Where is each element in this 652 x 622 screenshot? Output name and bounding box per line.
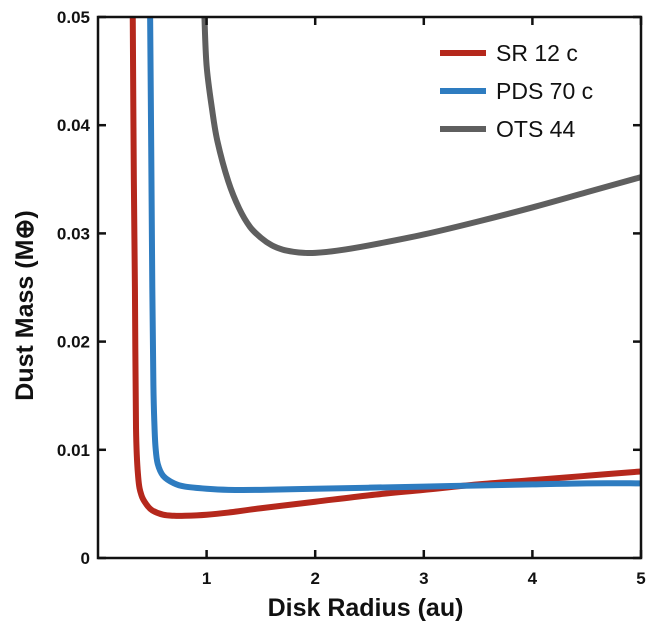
x-tick-label: 3: [419, 569, 428, 588]
y-tick-label: 0.05: [57, 8, 90, 27]
x-tick-label: 1: [202, 569, 211, 588]
legend: SR 12 c PDS 70 c OTS 44: [440, 40, 593, 142]
y-tick-label: 0.01: [57, 441, 90, 460]
series-line-3: [201, 17, 641, 257]
axis-ticks: 1 2 3 4 5 0 0.01 0.02 0.03 0.04 0.05: [57, 8, 646, 588]
y-axis-title: Dust Mass (M⊕): [11, 210, 39, 400]
x-tick-label: 5: [636, 569, 645, 588]
x-tick-label: 4: [528, 569, 538, 588]
series-layer: [129, 17, 641, 519]
plot-border: [96, 15, 643, 560]
legend-label-2: PDS 70 c: [496, 78, 593, 104]
x-axis-title: Disk Radius (au): [268, 594, 464, 622]
y-tick-label: 0.03: [57, 224, 90, 243]
x-tick-label: 2: [310, 569, 319, 588]
y-tick-label: 0.02: [57, 333, 90, 352]
plot-frame: [96, 15, 643, 560]
axis-titles: Disk Radius (au) Dust Mass (M⊕): [11, 210, 463, 622]
legend-label-3: OTS 44: [496, 116, 575, 142]
legend-label-1: SR 12 c: [496, 40, 578, 66]
series-line-2: [147, 17, 641, 493]
y-tick-label: 0: [81, 549, 90, 568]
y-tick-label: 0.04: [57, 116, 91, 135]
